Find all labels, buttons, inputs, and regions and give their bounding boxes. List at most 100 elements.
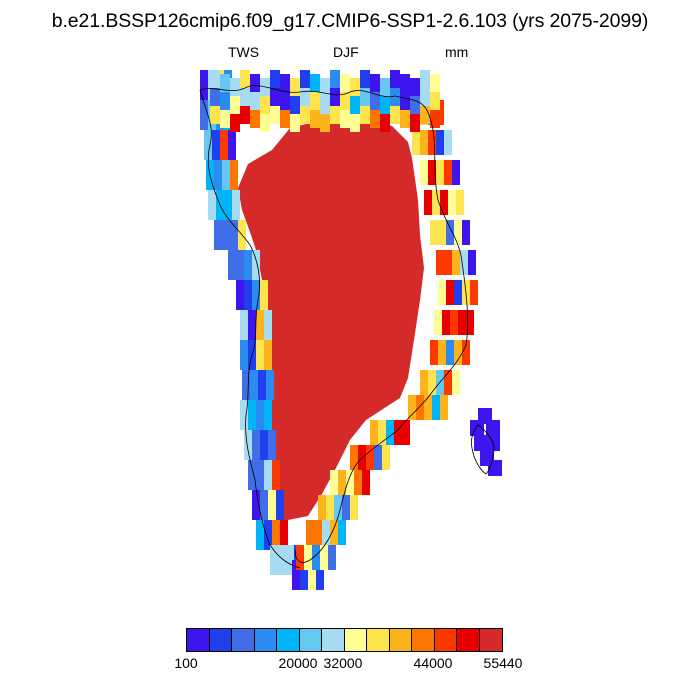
grid-cell <box>460 250 468 275</box>
grid-cell <box>360 70 370 88</box>
grid-cell <box>436 250 444 275</box>
grid-cell <box>340 74 350 92</box>
grid-cell <box>330 470 338 495</box>
grid-cell <box>420 106 430 124</box>
grid-cell <box>430 220 438 245</box>
colorbar-box-7 <box>344 629 367 651</box>
grid-cell <box>320 114 330 132</box>
grid-cell <box>454 280 462 305</box>
grid-cell <box>210 88 220 106</box>
grid-cell <box>260 430 268 460</box>
grid-cell <box>252 250 260 280</box>
grid-cell <box>270 106 280 124</box>
grid-cell <box>300 88 310 106</box>
grid-cell <box>440 190 448 215</box>
grid-cell <box>462 340 470 365</box>
grid-cell <box>446 280 454 305</box>
grid-cell <box>256 460 264 490</box>
grid-cell <box>446 220 454 245</box>
grid-cell <box>350 114 360 132</box>
grid-cell <box>432 395 440 420</box>
season-label: DJF <box>333 44 359 60</box>
grid-cell <box>292 560 300 590</box>
grid-cell <box>230 220 238 250</box>
grid-cell <box>210 106 220 124</box>
grid-cell <box>286 545 294 575</box>
grid-cell <box>452 370 460 395</box>
grid-cell <box>222 160 230 190</box>
grid-cell <box>200 100 208 130</box>
grid-cell <box>444 370 452 395</box>
grid-cell <box>200 70 208 100</box>
grid-cell <box>290 114 300 132</box>
grid-cell <box>220 110 230 128</box>
grid-cell <box>322 520 330 545</box>
grid-cell <box>338 520 346 545</box>
grid-cell <box>260 280 268 310</box>
grid-cell <box>250 110 260 128</box>
grid-cell <box>424 190 432 215</box>
grid-cell <box>410 114 420 132</box>
grid-cell <box>224 190 232 220</box>
grid-cell <box>374 445 382 470</box>
grid-cell <box>400 110 410 128</box>
grid-cell <box>320 78 330 96</box>
grid-cell <box>366 445 374 470</box>
grid-cell <box>430 74 440 92</box>
grid-cell <box>240 400 248 430</box>
grid-cell <box>420 130 428 155</box>
grid-cell <box>264 520 272 550</box>
grid-cell <box>448 190 456 215</box>
grid-cell <box>486 420 500 436</box>
grid-cell <box>264 340 272 370</box>
grid-cell <box>446 340 454 365</box>
grid-cell <box>210 70 220 88</box>
grid-cell <box>370 74 380 92</box>
grid-cell <box>362 470 370 495</box>
grid-cell <box>436 130 444 155</box>
grid-cell <box>474 435 488 451</box>
grid-cell <box>270 545 278 575</box>
grid-cell <box>300 70 310 88</box>
grid-cell <box>428 160 436 185</box>
grid-cell <box>416 395 424 420</box>
grid-cell <box>390 70 400 88</box>
grid-cell <box>420 370 428 395</box>
colorbar-label: 44000 <box>413 655 453 671</box>
grid-cell <box>444 130 452 155</box>
grid-cell <box>326 495 334 520</box>
grid-cell <box>290 78 300 96</box>
grid-cell <box>250 92 260 110</box>
grid-cell <box>230 114 240 132</box>
grid-cell <box>296 545 304 570</box>
grid-cell <box>240 340 248 370</box>
grid-cell <box>220 74 230 92</box>
grid-cell <box>454 340 462 365</box>
grid-cell <box>230 96 240 114</box>
grid-cell <box>268 490 276 520</box>
grid-cell <box>444 250 452 275</box>
grid-cell <box>328 545 336 570</box>
grid-cell <box>360 106 370 124</box>
grid-cell <box>380 96 390 114</box>
grid-cell <box>438 280 446 305</box>
grid-cell <box>320 96 330 114</box>
colorbar-box-0 <box>187 629 210 651</box>
grid-cell <box>378 420 386 445</box>
grid-cell <box>220 92 230 110</box>
grid-cell <box>424 395 432 420</box>
grid-cell <box>370 110 380 128</box>
grid-cell <box>316 560 324 590</box>
grid-cell <box>222 220 230 250</box>
grid-cell <box>432 190 440 215</box>
grid-cell <box>304 545 312 570</box>
grid-cell <box>370 92 380 110</box>
grid-cell <box>330 520 338 545</box>
grid-cell <box>310 74 320 92</box>
colorbar-label: 100 <box>174 655 198 671</box>
grid-cell <box>430 340 438 365</box>
colorbar-box-13 <box>479 629 502 651</box>
colorbar-box-12 <box>457 629 480 651</box>
grid-cell <box>466 310 474 335</box>
